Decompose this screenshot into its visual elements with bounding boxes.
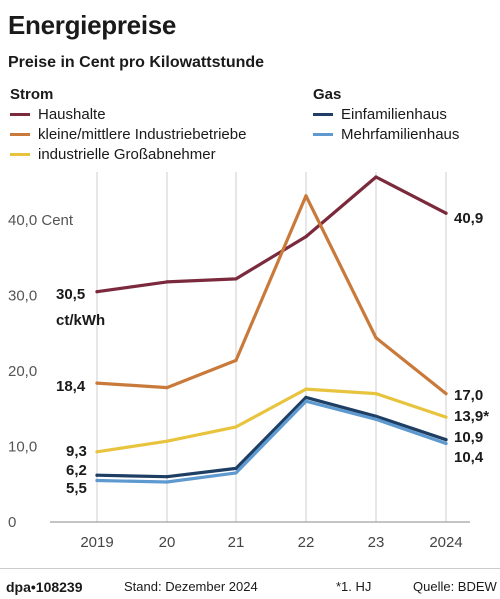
series-line-3 bbox=[95, 395, 448, 479]
start-value-label-5: 5,5 bbox=[66, 480, 87, 497]
series-3-point-2 bbox=[234, 466, 238, 470]
series-2-point-5 bbox=[444, 415, 448, 419]
footer-quelle: Quelle: BDEW bbox=[413, 579, 497, 594]
legend-item-einfamilienhaus: Einfamilienhaus bbox=[313, 106, 447, 123]
series-0-point-2 bbox=[234, 277, 238, 281]
legend-swatch-grossabnehmer bbox=[10, 153, 30, 156]
legend-label-grossabnehmer: industrielle Großabnehmer bbox=[38, 146, 216, 163]
legend-label-industrie: kleine/mittlere Industriebetriebe bbox=[38, 126, 247, 143]
series-0-point-5 bbox=[444, 211, 448, 215]
series-1-point-1 bbox=[165, 386, 169, 390]
legend-swatch-haushalte bbox=[10, 113, 30, 116]
chart-title: Energiepreise bbox=[8, 10, 177, 40]
y-tick-label-4: 40,0 Cent bbox=[8, 212, 74, 229]
legend-label-haushalte: Haushalte bbox=[38, 106, 106, 123]
series-line-4 bbox=[95, 399, 448, 484]
end-value-label-1: 17,0 bbox=[454, 387, 483, 404]
series-4-point-3 bbox=[304, 399, 308, 403]
series-1-point-0 bbox=[95, 381, 99, 385]
series-4-point-1 bbox=[165, 480, 169, 484]
y-tick-label-2: 20,0 bbox=[8, 363, 37, 380]
series-0-point-1 bbox=[165, 280, 169, 284]
series-line-1 bbox=[95, 194, 448, 396]
series-0-point-3 bbox=[304, 235, 308, 239]
series-4-point-4 bbox=[374, 417, 378, 421]
series-1-point-2 bbox=[234, 358, 238, 362]
series-3-point-5 bbox=[444, 438, 448, 442]
end-value-label-4: 10,4 bbox=[454, 449, 484, 466]
y-tick-label-3: 30,0 bbox=[8, 288, 37, 305]
series-3-point-4 bbox=[374, 414, 378, 418]
series-3-point-1 bbox=[165, 475, 169, 479]
series-2-point-0 bbox=[95, 450, 99, 454]
series-1-point-4 bbox=[374, 336, 378, 340]
legend-label-mehrfamilienhaus: Mehrfamilienhaus bbox=[341, 126, 460, 143]
legend-swatch-mehrfamilienhaus bbox=[313, 133, 333, 136]
series-4-point-5 bbox=[444, 441, 448, 446]
x-tick-label-0: 2019 bbox=[80, 534, 113, 551]
legend-strom-title: Strom bbox=[10, 86, 54, 103]
series-2-point-3 bbox=[304, 387, 308, 391]
start-value-label-0: 30,5 bbox=[56, 286, 85, 303]
legend-item-haushalte: Haushalte bbox=[10, 106, 106, 123]
series-1-point-3 bbox=[304, 194, 308, 198]
footer: dpa•108239 Stand: Dezember 2024 *1. HJ Q… bbox=[0, 568, 500, 599]
series-2-point-2 bbox=[234, 425, 238, 429]
legend-item-industrie: kleine/mittlere Industriebetriebe bbox=[10, 126, 246, 143]
start-value-label-1: ct/kWh bbox=[56, 312, 105, 329]
series-2-point-4 bbox=[374, 392, 378, 396]
x-tick-label-5: 2024 bbox=[429, 534, 462, 551]
series-0-point-4 bbox=[374, 175, 378, 179]
start-value-label-3: 9,3 bbox=[66, 443, 87, 460]
footer-note: *1. HJ bbox=[336, 579, 372, 594]
series-line-0 bbox=[95, 175, 448, 294]
footer-stand: Stand: Dezember 2024 bbox=[124, 579, 258, 594]
x-tick-label-3: 22 bbox=[298, 534, 315, 551]
series-0-point-0 bbox=[95, 290, 99, 294]
line-chart: 0 10,0 20,0 30,0 40,0 Cent 2019 20 21 22 23 2024 30… bbox=[8, 172, 489, 551]
start-value-label-4: 6,2 bbox=[66, 462, 87, 479]
x-tick-label-2: 21 bbox=[228, 534, 245, 551]
legend-item-mehrfamilienhaus: Mehrfamilienhaus bbox=[313, 126, 459, 143]
series-4-point-2 bbox=[234, 471, 238, 475]
legend-item-grossabnehmer: industrielle Großabnehmer bbox=[10, 146, 216, 163]
y-tick-label-1: 10,0 bbox=[8, 439, 37, 456]
series-3-point-0 bbox=[95, 473, 99, 477]
series-4-point-0 bbox=[95, 478, 99, 483]
legend-swatch-industrie bbox=[10, 133, 30, 136]
x-tick-label-1: 20 bbox=[159, 534, 176, 551]
end-value-label-3: 10,9 bbox=[454, 429, 483, 446]
series-3-point-3 bbox=[304, 395, 308, 399]
footer-source-id: dpa•108239 bbox=[6, 579, 83, 595]
series-1-point-5 bbox=[444, 392, 448, 396]
series-line-2 bbox=[95, 387, 448, 454]
chart-subtitle: Preise in Cent pro Kilowattstunde bbox=[8, 54, 265, 71]
legend-swatch-einfamilienhaus bbox=[313, 113, 333, 116]
end-value-label-2: 13,9* bbox=[454, 408, 489, 425]
x-tick-label-4: 23 bbox=[368, 534, 385, 551]
start-value-label-2: 18,4 bbox=[56, 378, 86, 395]
legend-label-einfamilienhaus: Einfamilienhaus bbox=[341, 106, 447, 123]
end-value-label-0: 40,9 bbox=[454, 210, 483, 227]
series-2-point-1 bbox=[165, 439, 169, 443]
y-tick-label-0: 0 bbox=[8, 514, 16, 531]
legend-gas-title: Gas bbox=[313, 86, 342, 103]
